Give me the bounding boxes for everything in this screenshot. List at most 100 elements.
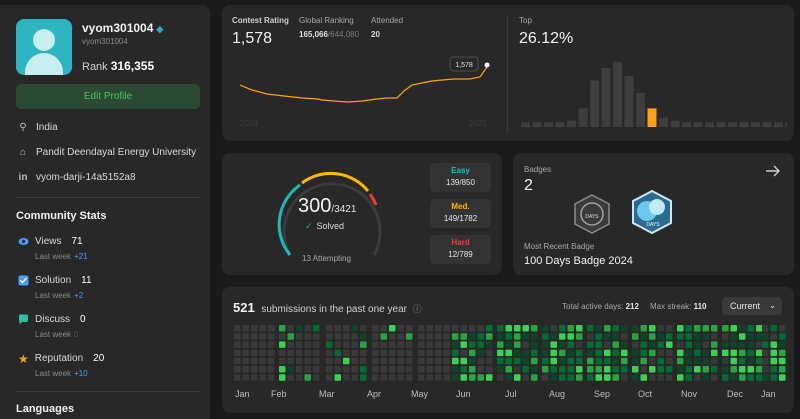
heatmap-cell [770,349,777,357]
year-select-dropdown[interactable]: Current ⌄ [722,297,782,315]
heatmap-cell [279,325,286,332]
heatmap-cell [595,349,602,357]
heatmap-cell [372,325,379,332]
heatmap-cell [343,333,350,340]
heatmap-cell [477,366,484,373]
heatmap-cell [542,357,549,365]
heatmap-cell [251,341,258,348]
heatmap-cell [313,325,320,332]
heatmap-cell [694,349,701,357]
ranking-histogram[interactable] [517,55,787,131]
heatmap-grid[interactable] [222,325,794,385]
medium-count: 149/1782 [443,214,478,223]
graduation-cap-icon: ⌂ [19,147,27,158]
100-days-badge-2024-icon[interactable]: DAYS [571,193,613,235]
max-streak-value: 110 [693,302,707,311]
medium-box[interactable]: Med. 149/1782 [430,199,491,228]
linkedin-icon: in [18,172,28,183]
heatmap-cell [460,325,467,332]
heatmap-cell [756,349,763,357]
heatmap-cell [762,333,769,340]
heatmap-cell [685,325,692,332]
heatmap-cell [612,357,619,365]
linkedin-row[interactable]: in vyom-darji-14a5152a8 [18,172,136,183]
heatmap-cell [576,325,583,332]
hard-label: Hard [451,238,470,247]
heatmap-cell [567,357,574,365]
heatmap-cell [406,366,413,373]
heatmap-cell [435,374,442,381]
heatmap-cell [242,374,249,381]
arrow-right-icon[interactable] [765,164,781,178]
solved-count: 300/3421 [298,195,356,218]
heatmap-cell [486,325,493,332]
heatmap-cell [334,349,341,357]
heatmap-cell [397,374,404,381]
heatmap-cell [469,357,476,365]
heatmap-cell [640,325,647,332]
heatmap-cell [612,341,619,348]
heatmap-cell [522,366,529,373]
heatmap-cell [469,333,476,340]
heatmap-cell [604,341,611,348]
heatmap-cell [334,374,341,381]
discuss-last-week: Last week 0 [35,330,78,339]
heatmap-cell [360,341,367,348]
languages-title: Languages [16,403,75,415]
heatmap-cell [443,357,450,365]
rating-line-chart[interactable]: 1,578 2024 2025 [222,5,507,141]
heatmap-cell [452,374,459,381]
heatmap-cell [550,366,557,373]
heatmap-cell [649,333,656,340]
rank-value: 316,355 [110,59,155,73]
heatmap-cell [587,357,594,365]
heatmap-cell [685,366,692,373]
heatmap-cell [632,366,639,373]
easy-box[interactable]: Easy 139/850 [430,163,491,192]
heatmap-cell [770,341,777,348]
heatmap-cell [287,325,294,332]
user-id: vyom301004 [82,37,128,46]
info-icon[interactable]: ⓘ [412,304,422,314]
badges-title: Badges [524,165,552,174]
heatmap-cell [756,357,763,365]
heatmap-cell [469,341,476,348]
histogram-bar [544,122,553,127]
heatmap-cell [747,366,754,373]
heatmap-cell [666,333,673,340]
solved-progress-ring[interactable] [272,163,392,273]
histogram-bar [785,122,787,127]
heatmap-cell [259,366,266,373]
heatmap-cell [640,357,647,365]
heatmap-cell [531,341,538,348]
heatmap-cell [567,333,574,340]
heatmap-cell [469,366,476,373]
heatmap-cell [604,333,611,340]
50-days-badge-icon[interactable]: DAYS [629,189,675,235]
heatmap-cell [640,374,647,381]
heatmap-cell [550,325,557,332]
heatmap-cell [497,341,504,348]
avatar[interactable] [16,19,72,75]
heatmap-cell [730,357,737,365]
heatmap-cell [296,374,303,381]
heatmap-cell [612,325,619,332]
edit-profile-button[interactable]: Edit Profile [16,84,200,109]
linkedin-link[interactable]: vyom-darji-14a5152a8 [36,172,136,183]
month-label: Apr [367,389,382,399]
heatmap-cell [604,374,611,381]
heatmap-cell [234,374,241,381]
heatmap-cell [287,341,294,348]
heatmap-cell [360,349,367,357]
heatmap-cell [380,333,387,340]
heatmap-cell [418,341,425,348]
max-streak: Max streak: 110 [650,302,706,311]
heatmap-cell [389,325,396,332]
active-days-value: 212 [625,302,639,311]
heatmap-cell [567,349,574,357]
heatmap-cell [279,374,286,381]
heatmap-cell [770,374,777,381]
hard-box[interactable]: Hard 12/789 [430,235,491,264]
heatmap-cell [234,349,241,357]
heatmap-cell [779,341,786,348]
